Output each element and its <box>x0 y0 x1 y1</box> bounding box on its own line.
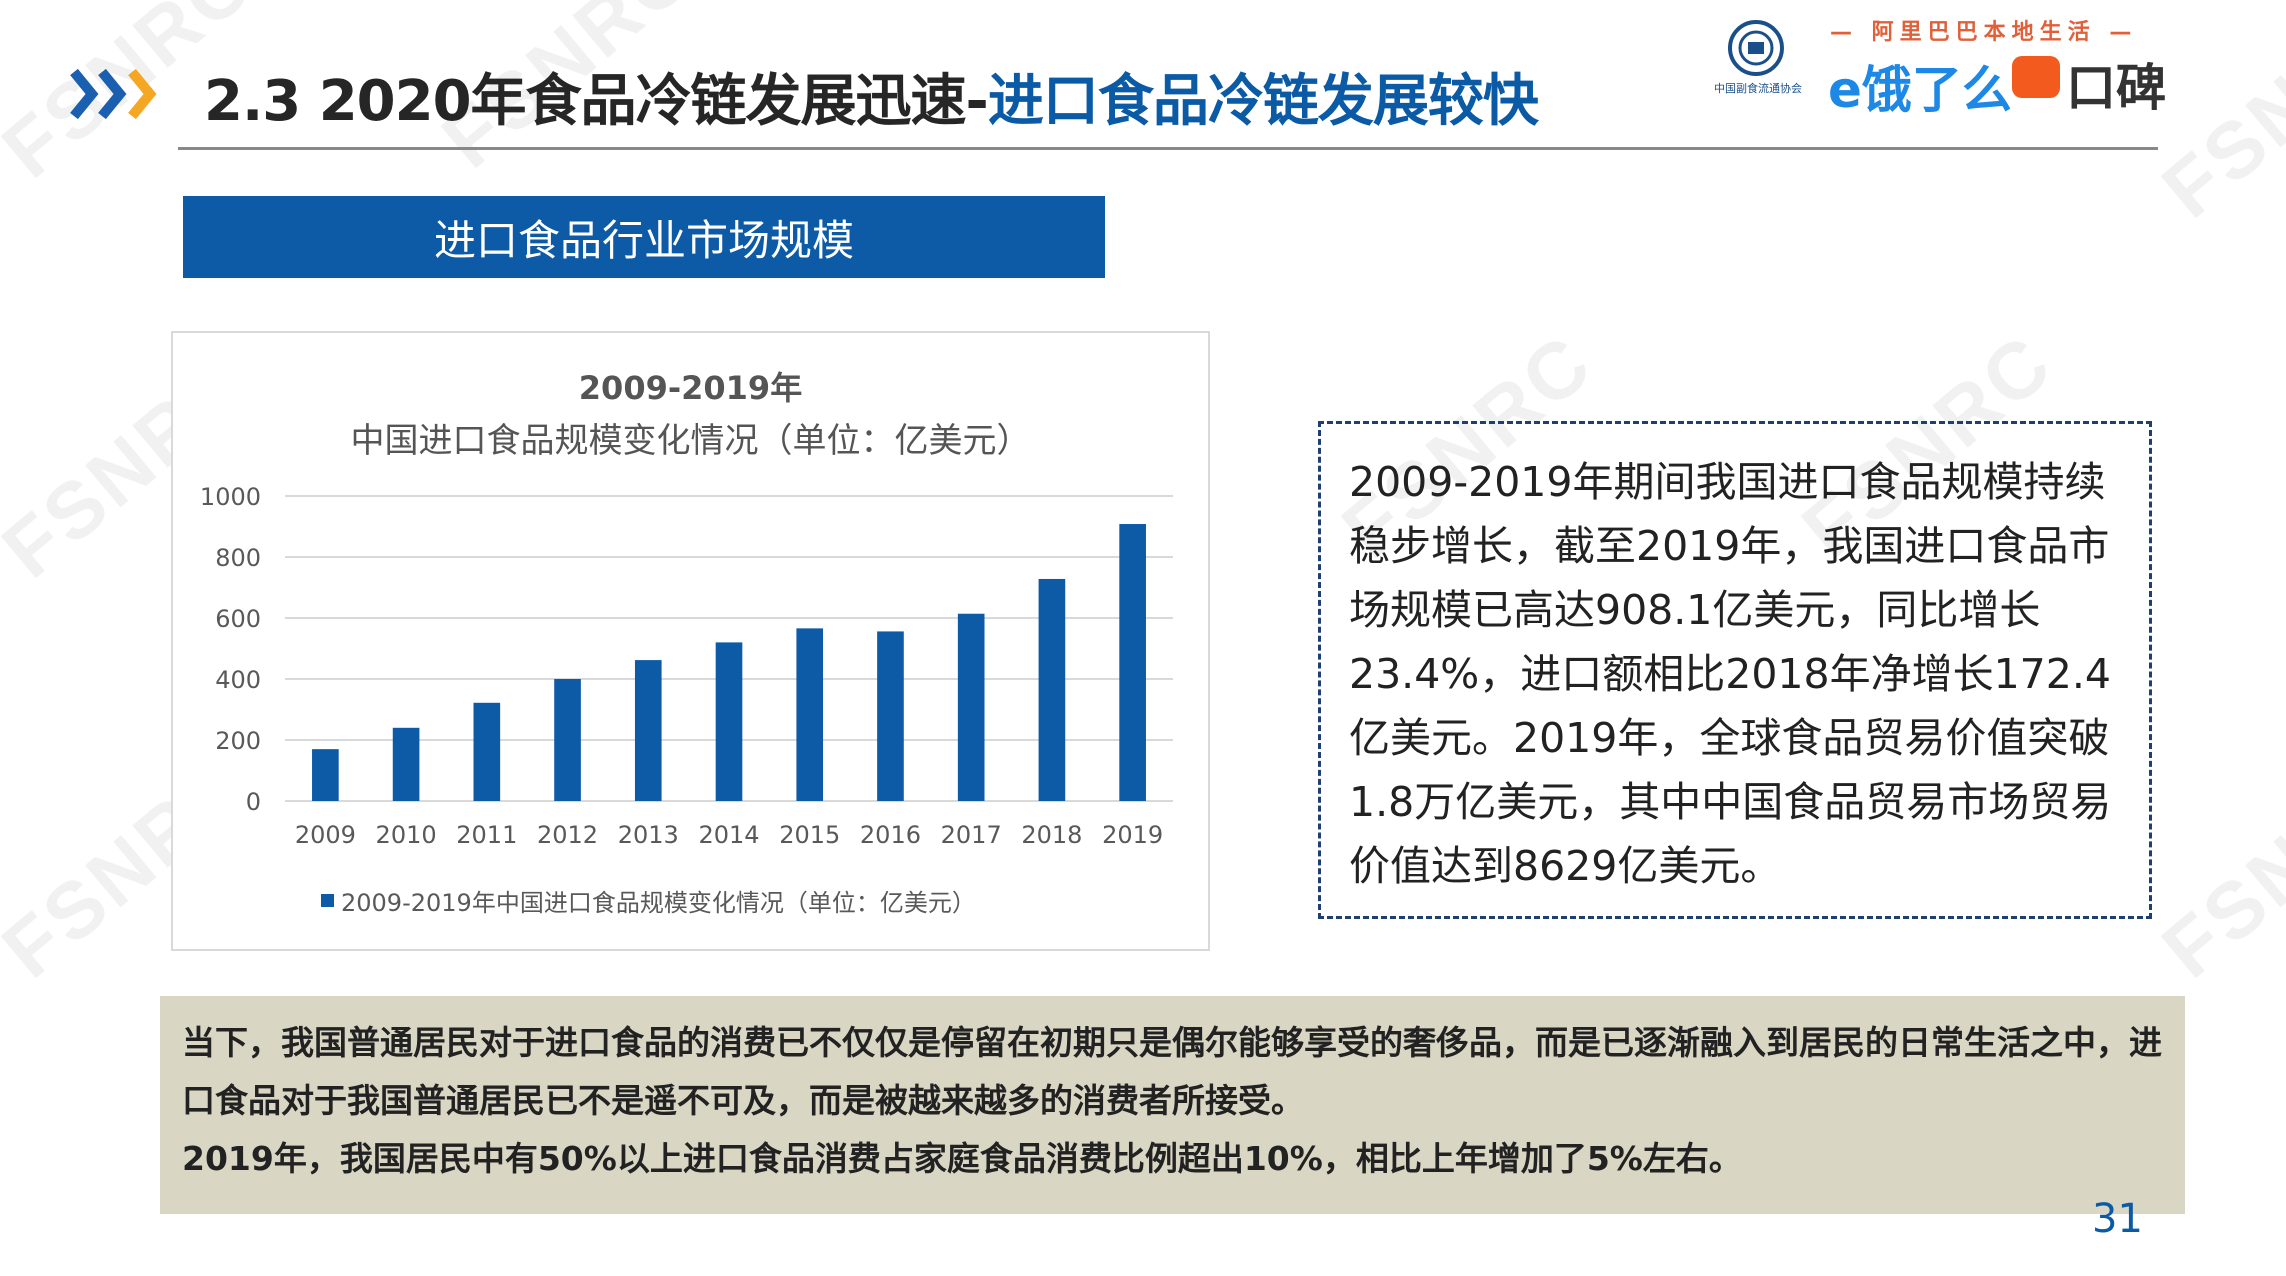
y-tick-label: 0 <box>246 788 261 816</box>
page-number: 31 <box>2092 1196 2143 1242</box>
bar <box>392 727 420 801</box>
y-tick-label: 200 <box>215 727 261 755</box>
conclusion-line1: 当下，我国普通居民对于进口食品的消费已不仅仅是停留在初期只是偶尔能够享受的奢侈品… <box>182 1023 2162 1120</box>
legend-label: 2009-2019年中国进口食品规模变化情况（单位：亿美元） <box>341 889 976 917</box>
bar <box>715 642 743 801</box>
x-tick-label: 2012 <box>537 821 598 849</box>
chart-title-line2: 中国进口食品规模变化情况（单位：亿美元） <box>350 421 1031 461</box>
association-name: 中国副食流通协会 <box>1714 82 1802 95</box>
bar <box>634 660 662 801</box>
summary-box: 2009-2019年期间我国进口食品规模持续稳步增长，截至2019年，我国进口食… <box>1318 421 2152 919</box>
x-tick-label: 2018 <box>1021 821 1082 849</box>
x-tick-label: 2011 <box>456 821 517 849</box>
x-tick-label: 2014 <box>698 821 759 849</box>
x-tick-label: 2015 <box>779 821 840 849</box>
bar <box>877 631 904 801</box>
koubei-logo-icon <box>2012 56 2060 98</box>
bar <box>1038 578 1066 801</box>
association-logo-icon <box>1728 20 1784 76</box>
bar <box>1119 524 1146 801</box>
bar-chart: 0 200 400 600 800 1000 2009 2010 2011 2012 2013 201… <box>200 483 1173 917</box>
y-tick-label: 400 <box>215 666 261 694</box>
x-tick-label: 2013 <box>618 821 679 849</box>
bar <box>473 702 501 801</box>
chevron-arrows-icon <box>70 68 157 120</box>
legend-swatch <box>321 894 334 907</box>
x-tick-label: 2016 <box>860 821 921 849</box>
title-prefix: 2.3 2020年食品冷链发展迅速- <box>204 69 989 134</box>
conclusion-line2: 2019年，我国居民中有50%以上进口食品消费占家庭食品消费比例超出10%，相比… <box>182 1139 1742 1178</box>
watermark: FSNRC <box>2145 736 2286 995</box>
title-highlight: 进口食品冷链发展较快 <box>987 69 1539 134</box>
title-divider <box>178 147 2158 150</box>
section-label: 进口食品行业市场规模 <box>183 196 1105 278</box>
conclusion-box: 当下，我国普通居民对于进口食品的消费已不仅仅是停留在初期只是偶尔能够享受的奢侈品… <box>160 996 2185 1214</box>
x-tick-label: 2009 <box>295 821 356 849</box>
x-tick-label: 2017 <box>941 821 1002 849</box>
eleme-logo: e饿了么 <box>1828 61 2012 119</box>
x-tick-label: 2019 <box>1102 821 1163 849</box>
y-tick-label: 800 <box>215 544 261 572</box>
summary-text: 2009-2019年期间我国进口食品规模持续稳步增长，截至2019年，我国进口食… <box>1349 458 2112 890</box>
koubei-logo: 口碑 <box>2066 59 2166 117</box>
watermark: FSNRC <box>2145 0 2286 235</box>
bar <box>796 628 824 801</box>
chart-title-line1: 2009-2019年 <box>578 369 803 407</box>
bar <box>957 613 985 801</box>
x-tick-label: 2010 <box>376 821 437 849</box>
y-tick-label: 1000 <box>200 483 261 511</box>
chart-container: 2009-2019年 中国进口食品规模变化情况（单位：亿美元） 0 200 400 6… <box>171 331 1210 951</box>
bar <box>312 749 339 801</box>
alibaba-tagline: — 阿里巴巴本地生活 — <box>1830 20 2138 45</box>
y-tick-label: 600 <box>215 605 261 633</box>
bar <box>554 679 581 801</box>
page-title: 2.3 2020年食品冷链发展迅速-进口食品冷链发展较快 <box>204 56 1539 137</box>
